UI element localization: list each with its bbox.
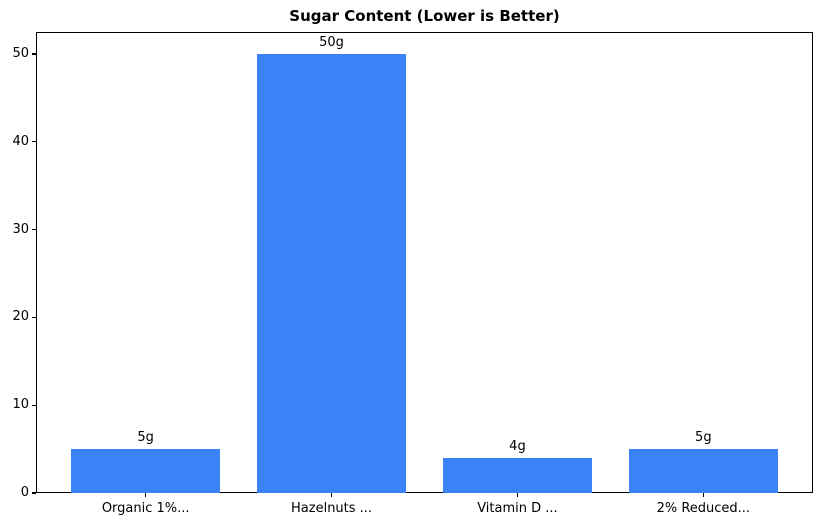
bar-value-label: 5g	[695, 430, 712, 446]
y-tick-mark	[32, 316, 36, 318]
bar	[443, 457, 592, 493]
bar-value-label: 50g	[319, 34, 344, 50]
x-tick-label: 2% Reduced...	[656, 501, 751, 516]
plot-area: 0 10 20 30 40 50 5g Organic 1%... 50g Hazelnuts .…	[12, 32, 813, 516]
y-tick-label: 40	[12, 133, 29, 149]
bar-value-label: 5g	[137, 430, 154, 446]
y-tick-label: 10	[12, 397, 29, 413]
axes-frame	[36, 32, 813, 493]
x-tick-label: Organic 1%...	[101, 501, 190, 516]
y-tick-label: 50	[12, 45, 29, 61]
x-tick-label: Hazelnuts ...	[291, 501, 373, 516]
y-tick-mark	[32, 492, 36, 494]
bar	[628, 449, 778, 493]
x-tick-mark	[516, 493, 519, 497]
bar	[257, 53, 406, 493]
y-tick-mark	[32, 53, 36, 55]
y-tick-mark	[32, 228, 36, 231]
x-tick-mark	[702, 493, 704, 497]
y-tick-label: 20	[12, 309, 29, 325]
y-tick-label: 30	[12, 221, 29, 237]
x-tick-mark	[330, 493, 333, 497]
chart-title: Sugar Content (Lower is Better)	[289, 7, 560, 25]
x-tick-label: Vitamin D ...	[477, 501, 558, 516]
y-tick-mark	[32, 404, 36, 406]
y-tick-label: 0	[20, 485, 29, 500]
bar	[71, 449, 221, 493]
y-tick-mark	[32, 141, 36, 143]
x-tick-mark	[145, 493, 147, 497]
bar-value-label: 4g	[509, 438, 526, 454]
